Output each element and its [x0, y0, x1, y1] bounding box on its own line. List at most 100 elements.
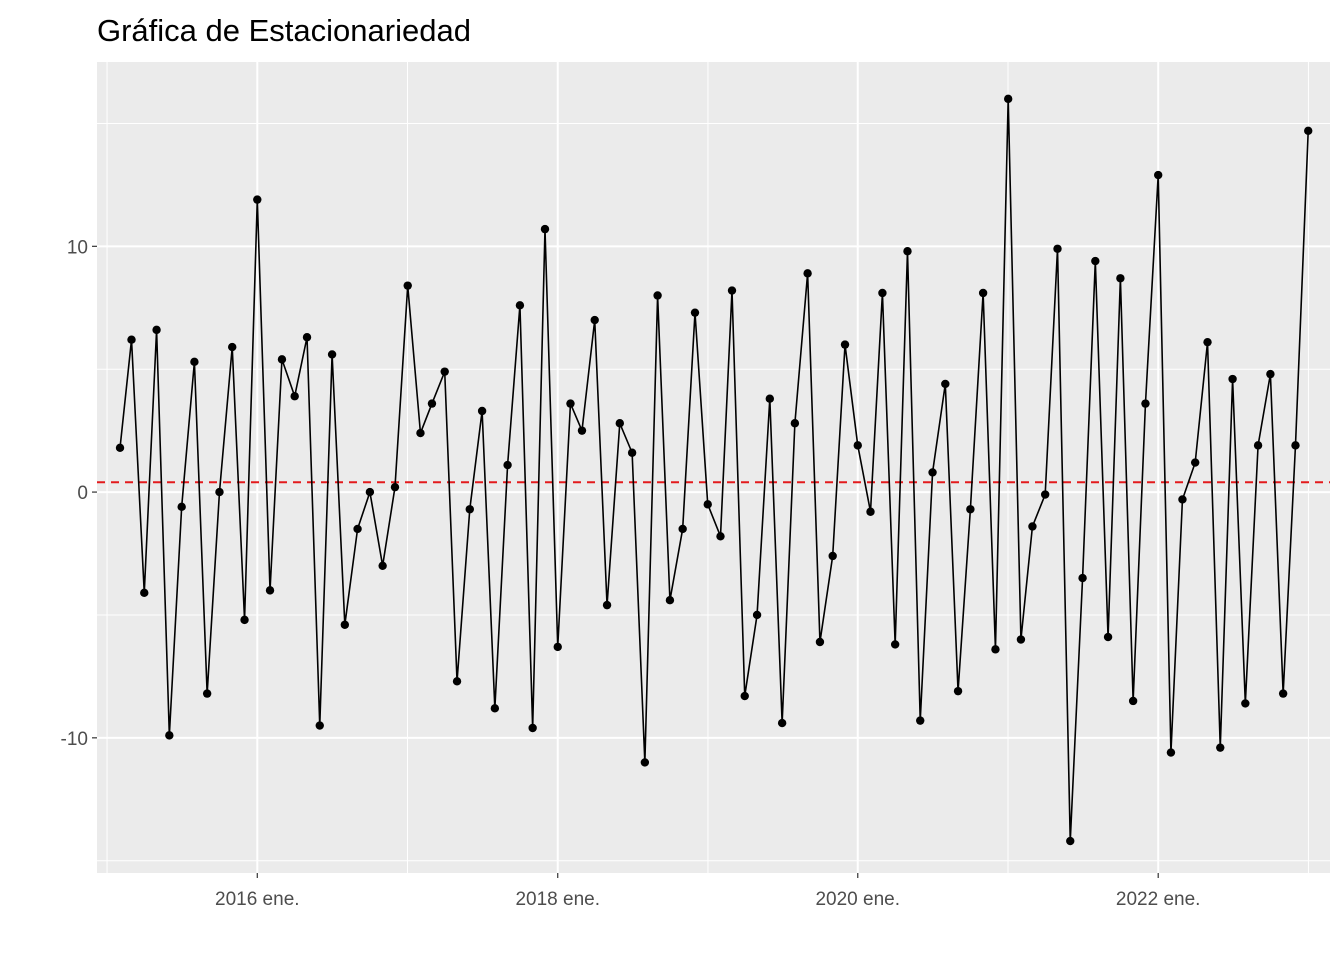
data-point: [566, 399, 575, 408]
data-point: [353, 524, 362, 534]
data-point: [1141, 399, 1150, 408]
data-point: [490, 704, 500, 713]
data-point: [916, 716, 925, 725]
data-point: [740, 691, 749, 701]
data-point: [277, 355, 287, 364]
data-point: [515, 301, 525, 310]
y-tick-label: -10: [61, 729, 88, 750]
data-point: [390, 482, 400, 492]
data-point: [416, 428, 425, 438]
data-point: [1128, 696, 1138, 706]
data-point: [703, 500, 712, 509]
data-point: [1253, 441, 1263, 450]
data-point: [1241, 699, 1250, 708]
data-point: [1266, 369, 1275, 379]
data-point: [202, 689, 212, 698]
plot-panel: [97, 62, 1330, 873]
x-axis: 2016 ene. 2018 ene. 2020 ene. 2022 ene.: [215, 873, 1200, 910]
y-tick-label: 10: [67, 237, 88, 258]
data-point: [853, 441, 862, 450]
x-tick-label: 2020 ene.: [815, 889, 900, 910]
series-line: [119, 98, 1310, 842]
data-point: [602, 600, 612, 610]
x-tick-label: 2022 ene.: [1116, 889, 1201, 910]
data-point: [727, 286, 737, 295]
data-point: [966, 505, 975, 514]
data-point: [503, 460, 512, 470]
data-point: [540, 224, 550, 234]
data-point: [1040, 490, 1050, 499]
data-point: [1016, 635, 1026, 644]
data-point: [403, 281, 412, 290]
data-point: [1216, 743, 1225, 752]
data-point: [941, 379, 950, 389]
data-point: [140, 588, 149, 598]
data-point: [840, 340, 850, 349]
data-point: [115, 443, 125, 453]
x-tick-label: 2016 ene.: [215, 889, 300, 910]
data-point: [953, 686, 963, 696]
data-point: [1053, 244, 1062, 253]
data-point: [1066, 836, 1075, 846]
series-group: [119, 98, 1310, 842]
data-point: [1091, 256, 1100, 266]
data-point: [440, 367, 449, 376]
data-point: [253, 195, 262, 204]
data-point: [1178, 495, 1187, 504]
data-point: [716, 532, 725, 541]
data-point: [1103, 632, 1113, 642]
data-point: [1116, 274, 1125, 283]
data-point: [640, 758, 650, 767]
y-axis: -10 0 10: [61, 237, 97, 750]
data-point: [427, 399, 437, 408]
data-point: [978, 288, 988, 298]
data-point: [378, 561, 387, 570]
data-point: [866, 507, 875, 516]
data-point: [1154, 170, 1163, 180]
major-gridlines: [97, 62, 1330, 873]
data-point: [477, 406, 487, 416]
data-point: [528, 723, 537, 733]
data-point: [653, 291, 662, 300]
data-point: [790, 419, 800, 428]
data-point: [928, 468, 937, 477]
data-point: [190, 357, 199, 367]
data-point: [302, 333, 312, 342]
data-point: [815, 637, 825, 647]
data-point: [615, 419, 624, 428]
data-point: [365, 487, 375, 497]
data-point: [803, 269, 812, 278]
data-point: [1028, 522, 1037, 531]
data-point: [777, 718, 787, 728]
x-tick-label: 2018 ene.: [515, 889, 600, 910]
data-point: [903, 247, 912, 256]
data-point: [265, 586, 275, 595]
data-point: [240, 615, 249, 625]
data-point: [752, 610, 762, 620]
data-point: [1190, 458, 1200, 467]
data-point: [1304, 126, 1313, 136]
data-point: [327, 350, 337, 359]
data-point: [590, 315, 599, 325]
data-point: [152, 325, 161, 335]
minor-gridlines: [97, 62, 1330, 873]
data-point: [765, 394, 775, 403]
data-point: [577, 426, 587, 435]
data-point: [890, 640, 900, 649]
data-point: [690, 308, 700, 317]
points-group: [115, 94, 1313, 846]
chart-title: Gráfica de Estacionariedad: [97, 13, 471, 48]
data-point: [452, 677, 462, 686]
data-point: [991, 645, 1000, 654]
data-point: [1203, 337, 1212, 347]
data-point: [165, 731, 174, 740]
data-point: [1278, 689, 1288, 698]
data-point: [1291, 441, 1300, 450]
data-point: [290, 392, 299, 401]
data-point: [828, 551, 837, 561]
data-point: [1228, 374, 1237, 384]
data-point: [228, 342, 237, 352]
data-point: [627, 448, 637, 457]
y-tick-label: 0: [77, 483, 88, 504]
